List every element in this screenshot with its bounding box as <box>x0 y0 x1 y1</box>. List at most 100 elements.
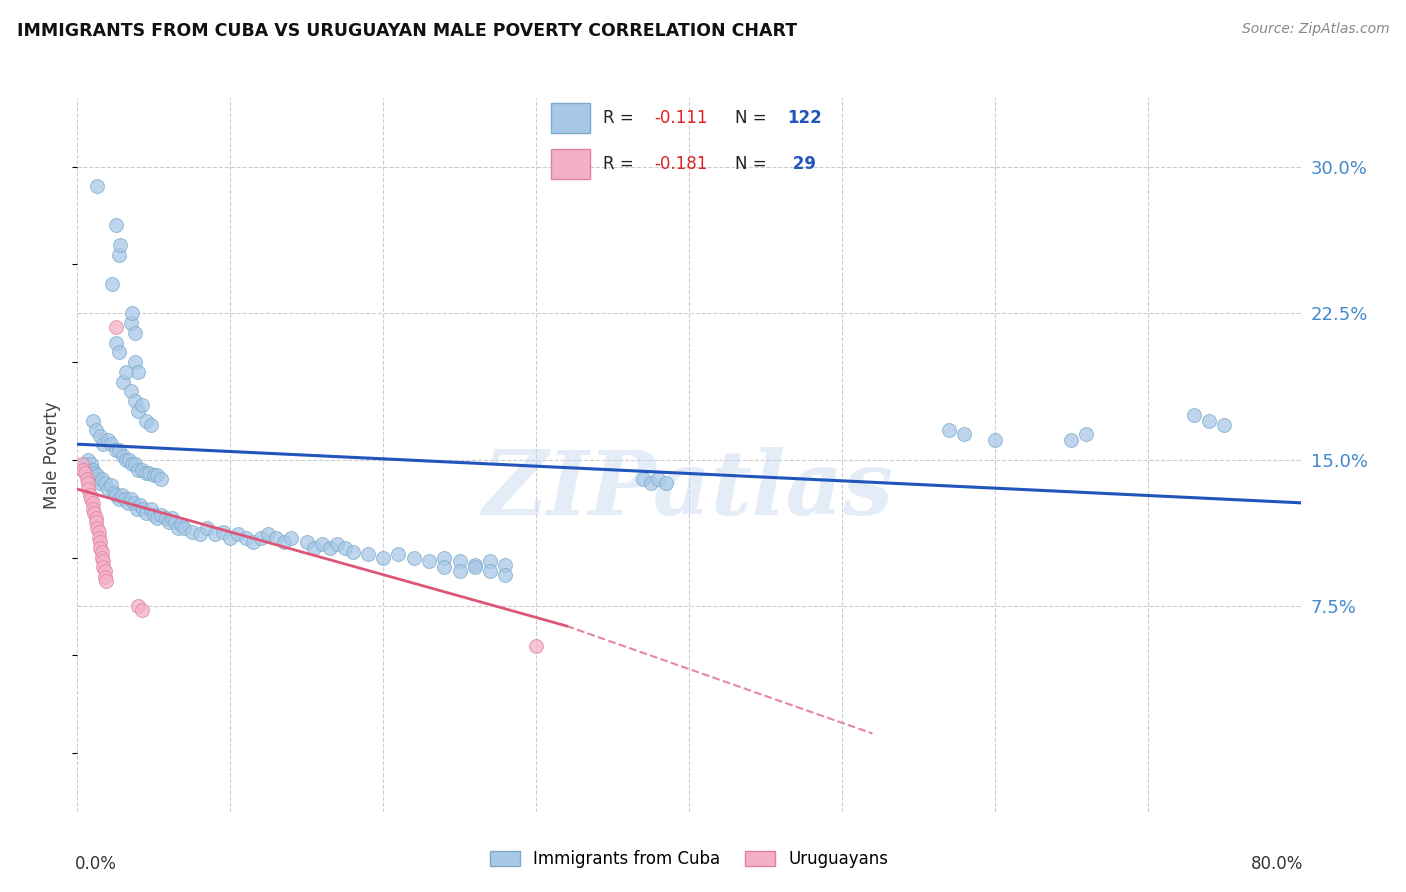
Point <box>87 531 110 545</box>
Point <box>295 535 318 549</box>
Point <box>433 550 456 565</box>
Point <box>91 554 114 568</box>
Text: IMMIGRANTS FROM CUBA VS URUGUAYAN MALE POVERTY CORRELATION CHART: IMMIGRANTS FROM CUBA VS URUGUAYAN MALE P… <box>17 22 797 40</box>
Text: Source: ZipAtlas.com: Source: ZipAtlas.com <box>1241 22 1389 37</box>
Point <box>104 319 127 334</box>
Point <box>104 443 127 458</box>
Point <box>87 525 110 540</box>
Point <box>115 365 138 379</box>
Point <box>94 570 117 584</box>
Point <box>83 506 105 520</box>
Point <box>83 467 105 481</box>
Point <box>131 603 153 617</box>
Point <box>640 476 662 491</box>
Point <box>77 452 100 467</box>
Point <box>84 472 107 486</box>
Point <box>165 516 187 530</box>
Point <box>273 535 295 549</box>
Point <box>387 547 409 561</box>
Point <box>86 521 108 535</box>
Point <box>181 525 204 540</box>
Point <box>120 491 142 506</box>
Point <box>524 639 547 653</box>
Text: -0.181: -0.181 <box>655 155 707 173</box>
Point <box>631 472 654 486</box>
Point <box>479 564 502 578</box>
Text: 29: 29 <box>787 155 815 173</box>
Point <box>304 541 326 555</box>
Point <box>122 496 145 510</box>
Point <box>1060 434 1083 448</box>
Point <box>160 511 183 525</box>
Point <box>125 501 148 516</box>
Point <box>195 521 218 535</box>
Point <box>402 550 425 565</box>
Point <box>121 306 143 320</box>
Point <box>333 541 356 555</box>
Point <box>257 527 280 541</box>
Point <box>96 574 118 588</box>
Text: N =: N = <box>735 109 766 127</box>
Point <box>129 498 152 512</box>
Point <box>97 434 120 448</box>
Point <box>464 560 486 574</box>
Point <box>80 491 103 506</box>
Point <box>1182 408 1205 422</box>
Point <box>464 558 486 573</box>
Point <box>103 486 125 500</box>
Point <box>647 472 669 486</box>
Point <box>89 535 111 549</box>
Point <box>82 462 104 476</box>
Point <box>114 491 136 506</box>
Text: R =: R = <box>603 109 634 127</box>
Point <box>242 535 264 549</box>
Point <box>264 531 287 545</box>
Point <box>938 424 960 438</box>
Point <box>1213 417 1236 432</box>
Point <box>101 277 124 291</box>
Point <box>89 476 111 491</box>
Y-axis label: Male Poverty: Male Poverty <box>44 401 62 508</box>
Point <box>104 218 127 232</box>
Point <box>311 537 333 551</box>
Point <box>479 554 502 568</box>
Point <box>433 560 456 574</box>
Point <box>79 462 101 476</box>
Point <box>146 468 169 483</box>
Text: -0.111: -0.111 <box>655 109 709 127</box>
Point <box>107 491 129 506</box>
Point <box>77 476 100 491</box>
Point <box>89 541 111 555</box>
Point <box>107 247 129 261</box>
Point <box>131 398 153 412</box>
Text: N =: N = <box>735 155 766 173</box>
FancyBboxPatch shape <box>551 103 591 133</box>
Point <box>226 527 249 541</box>
Point <box>131 462 153 476</box>
Legend: Immigrants from Cuba, Uruguayans: Immigrants from Cuba, Uruguayans <box>482 844 896 875</box>
Point <box>73 467 96 481</box>
Text: 0.0%: 0.0% <box>75 855 117 872</box>
Point <box>77 482 100 496</box>
Point <box>250 531 273 545</box>
Point <box>449 554 471 568</box>
Point <box>90 472 112 486</box>
Point <box>100 478 122 492</box>
Point <box>128 365 150 379</box>
Point <box>142 508 165 522</box>
Point <box>128 404 150 418</box>
Point <box>280 531 302 545</box>
Point <box>84 424 107 438</box>
Point <box>326 537 349 551</box>
Point <box>82 501 104 516</box>
Point <box>120 384 142 399</box>
Point <box>84 511 107 525</box>
Point <box>89 429 111 443</box>
Point <box>138 467 160 481</box>
Point <box>94 564 117 578</box>
Point <box>170 517 193 532</box>
Point <box>495 558 517 573</box>
Point <box>94 476 117 491</box>
Point <box>1076 427 1098 442</box>
Point <box>111 488 134 502</box>
